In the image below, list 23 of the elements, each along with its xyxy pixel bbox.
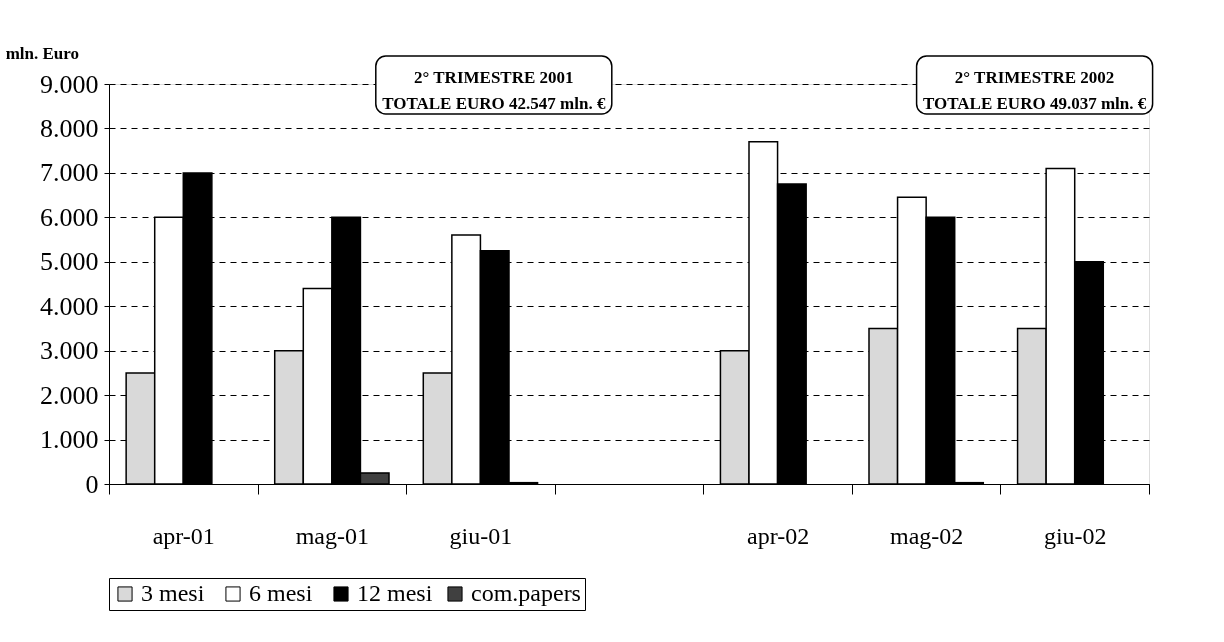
- y-tick-label: 1.000: [40, 425, 99, 455]
- x-tick-label: giu-02: [1043, 522, 1107, 549]
- annotation: 2° TRIMESTRE 2001 TOTALE EURO 42.547 mln. €: [382, 68, 606, 113]
- x-tick-label: apr-01: [152, 522, 215, 549]
- x-tick-label: mag-02: [889, 522, 964, 549]
- legend-label: com.papers: [471, 580, 581, 606]
- y-tick-label: 7.000: [40, 158, 99, 188]
- legend-label: 6 mesi: [249, 580, 313, 606]
- legend-label: 12 mesi: [357, 580, 433, 606]
- y-tick-label: 3.000: [40, 336, 99, 366]
- x-tick-label: giu-01: [449, 522, 513, 549]
- y-tick-label: 4.000: [40, 291, 99, 321]
- y-tick-label: 8.000: [40, 113, 99, 143]
- y-tick-label: 9.000: [40, 69, 99, 99]
- x-tick-label: apr-02: [746, 522, 810, 549]
- y-axis-title: mln. Euro: [5, 44, 79, 63]
- y-tick-label: 0: [85, 469, 99, 499]
- y-tick-label: 5.000: [40, 247, 99, 277]
- y-tick-label: 6.000: [40, 202, 99, 232]
- x-tick-label: mag-01: [295, 522, 370, 549]
- legend-label: 3 mesi: [141, 580, 205, 606]
- y-tick-label: 2.000: [40, 380, 99, 410]
- annotation: 2° TRIMESTRE 2002 TOTALE EURO 49.037 mln. €: [922, 68, 1147, 113]
